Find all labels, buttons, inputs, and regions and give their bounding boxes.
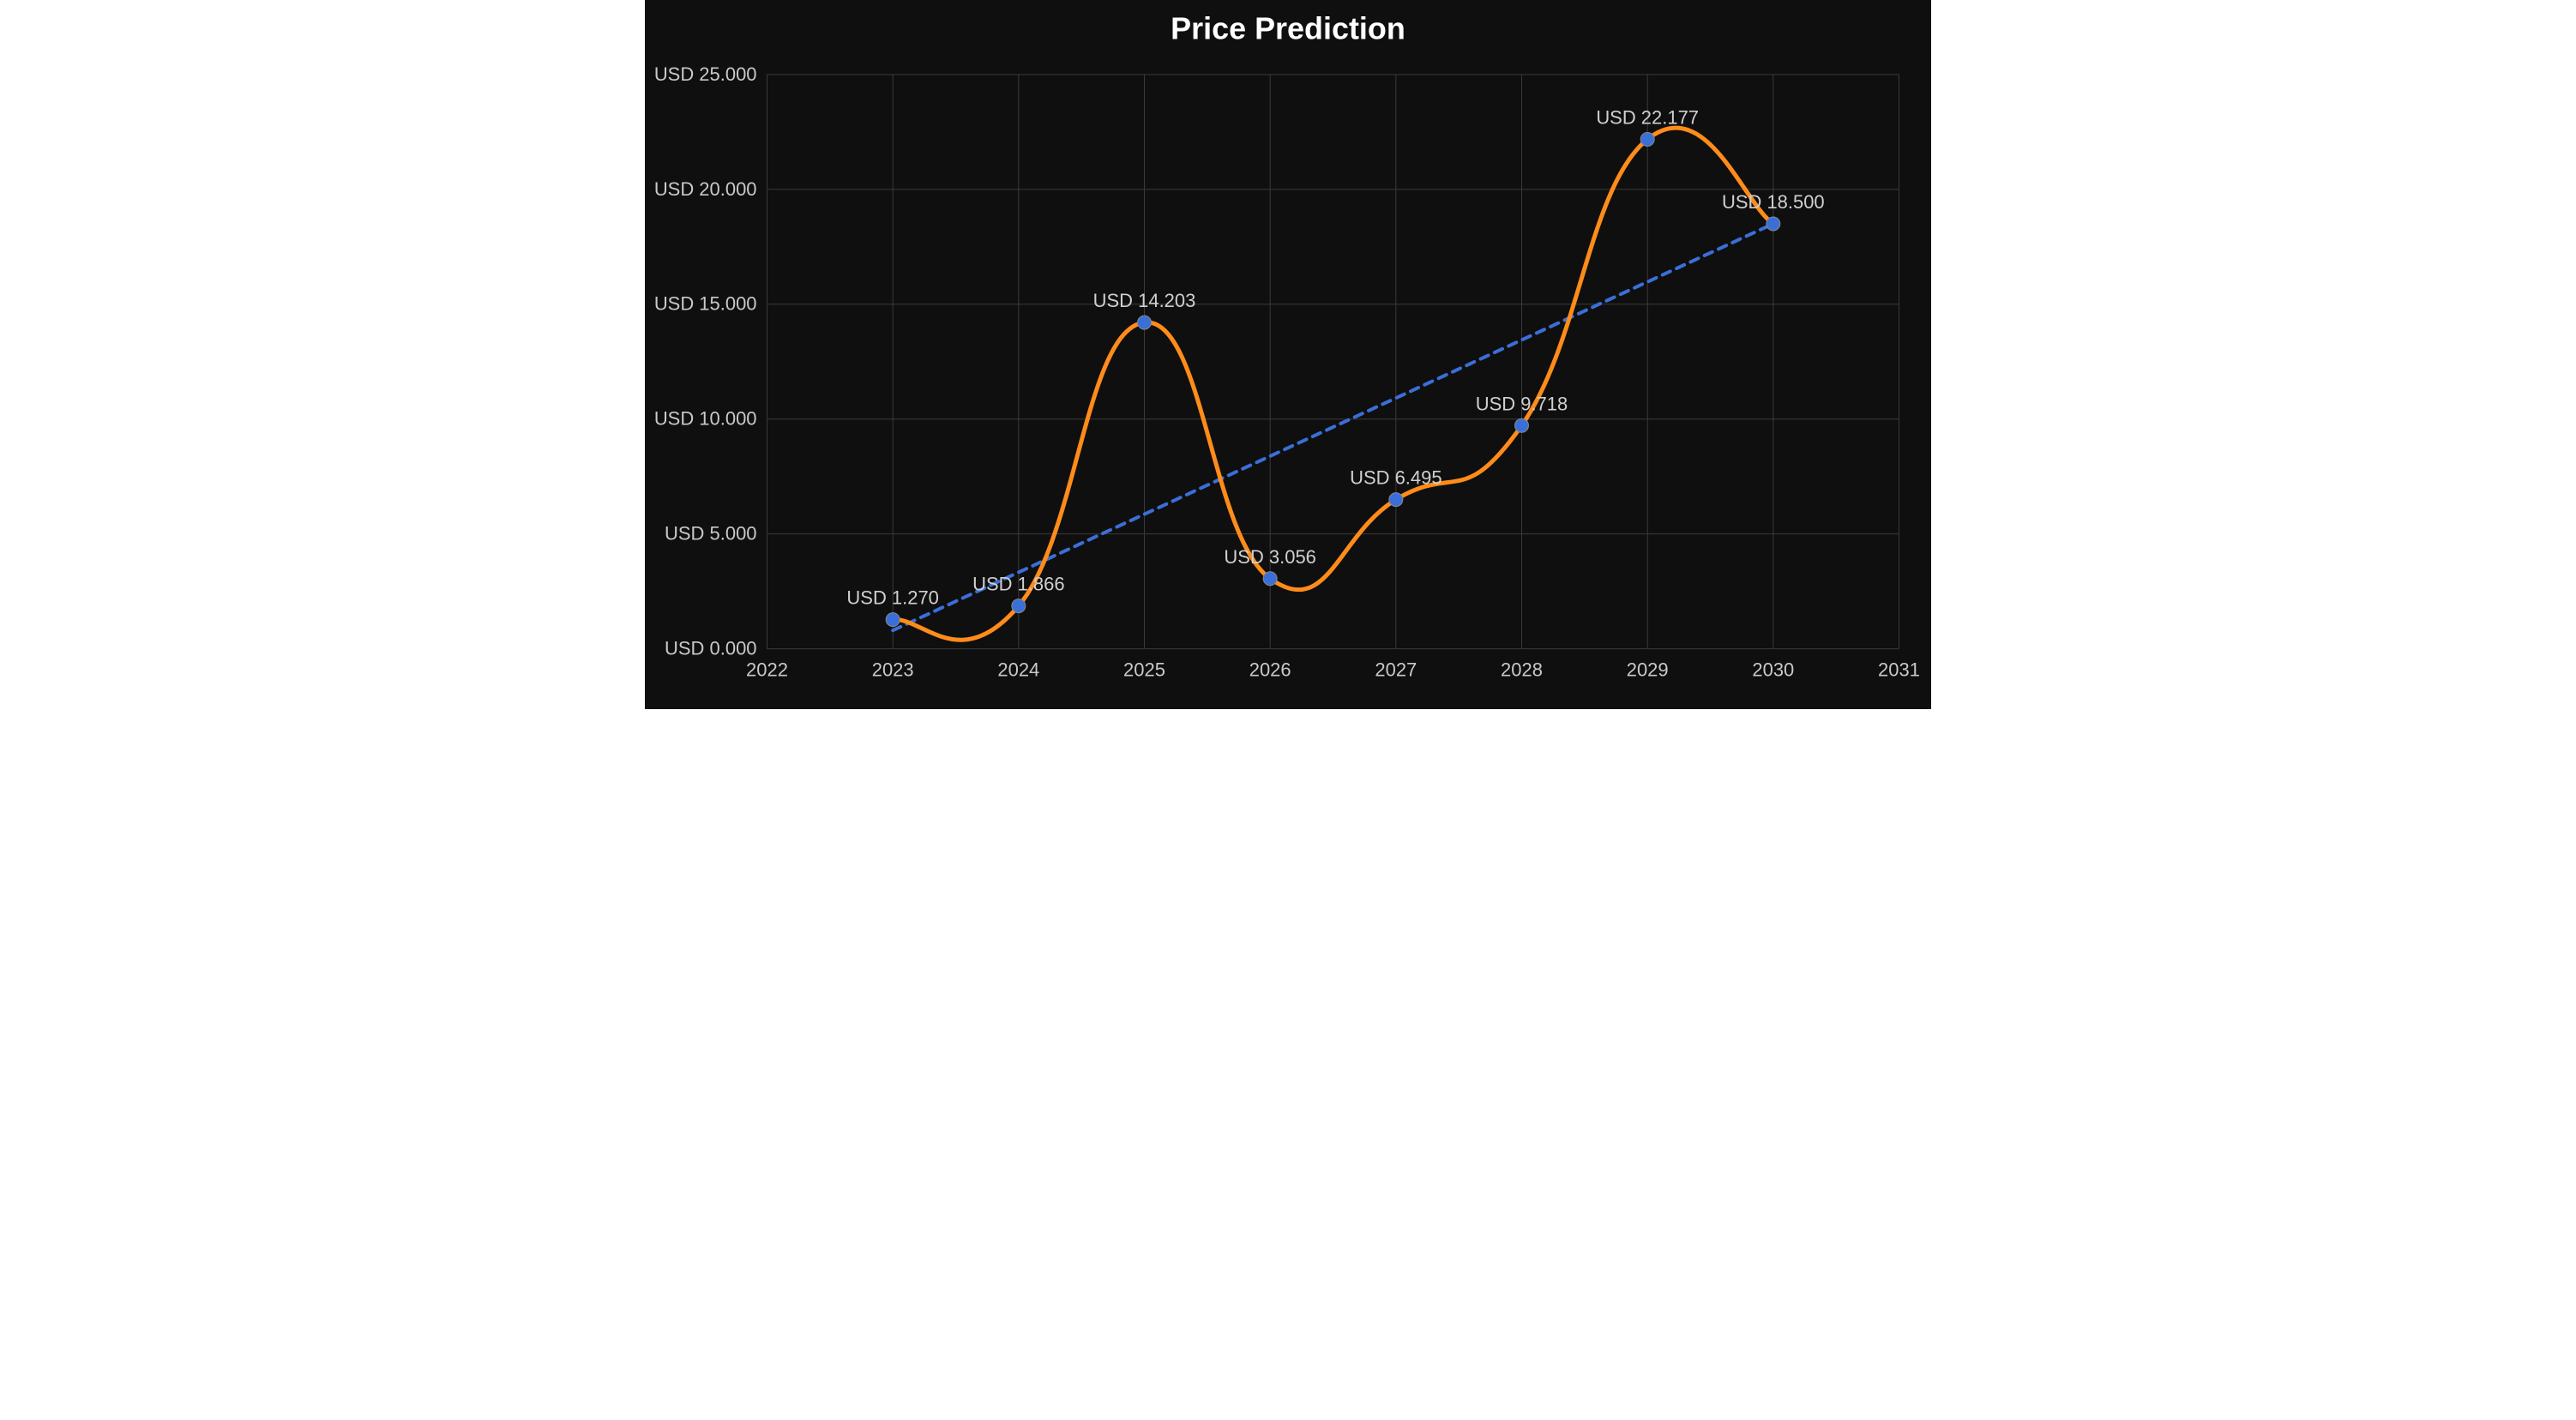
x-tick-label: 2031 <box>1878 659 1920 681</box>
data-point-marker <box>886 613 900 627</box>
data-point-label: USD 3.056 <box>1224 546 1315 568</box>
x-tick-label: 2025 <box>1123 659 1165 681</box>
price-prediction-chart: Price Prediction USD 0.000 USD 5.000 USD 10… <box>645 0 1931 709</box>
chart-container: Price Prediction USD 0.000 USD 5.000 USD 10… <box>645 0 1931 709</box>
data-point-label: USD 9.718 <box>1476 393 1568 414</box>
data-point-label: USD 1.866 <box>972 574 1064 595</box>
chart-title: Price Prediction <box>1171 10 1405 45</box>
data-point-label: USD 6.495 <box>1350 467 1441 489</box>
y-tick-label: USD 15.000 <box>654 293 757 315</box>
y-tick-label: USD 10.000 <box>654 408 757 430</box>
data-point-marker <box>1389 493 1403 507</box>
x-tick-label: 2024 <box>997 659 1039 681</box>
x-tick-label: 2023 <box>872 659 914 681</box>
data-point-label: USD 18.500 <box>1722 191 1825 213</box>
y-tick-label: USD 5.000 <box>665 523 756 545</box>
x-tick-label: 2029 <box>1627 659 1669 681</box>
data-point-marker <box>1138 316 1152 329</box>
data-point-marker <box>1263 572 1277 586</box>
x-tick-label: 2026 <box>1249 659 1291 681</box>
data-point-label: USD 1.270 <box>846 587 938 609</box>
x-tick-label: 2030 <box>1752 659 1794 681</box>
data-point-marker <box>1640 132 1654 146</box>
y-tick-label: USD 0.000 <box>665 638 756 659</box>
x-tick-label: 2022 <box>746 659 788 681</box>
data-point-label: USD 22.177 <box>1596 106 1699 128</box>
x-tick-label: 2027 <box>1375 659 1417 681</box>
data-point-marker <box>1012 599 1026 613</box>
data-point-marker <box>1766 217 1780 231</box>
y-tick-label: USD 25.000 <box>654 63 757 85</box>
x-tick-label: 2028 <box>1501 659 1543 681</box>
data-point-label: USD 14.203 <box>1093 290 1196 311</box>
y-tick-label: USD 20.000 <box>654 178 757 200</box>
data-point-marker <box>1515 418 1529 432</box>
chart-background <box>645 0 1931 709</box>
